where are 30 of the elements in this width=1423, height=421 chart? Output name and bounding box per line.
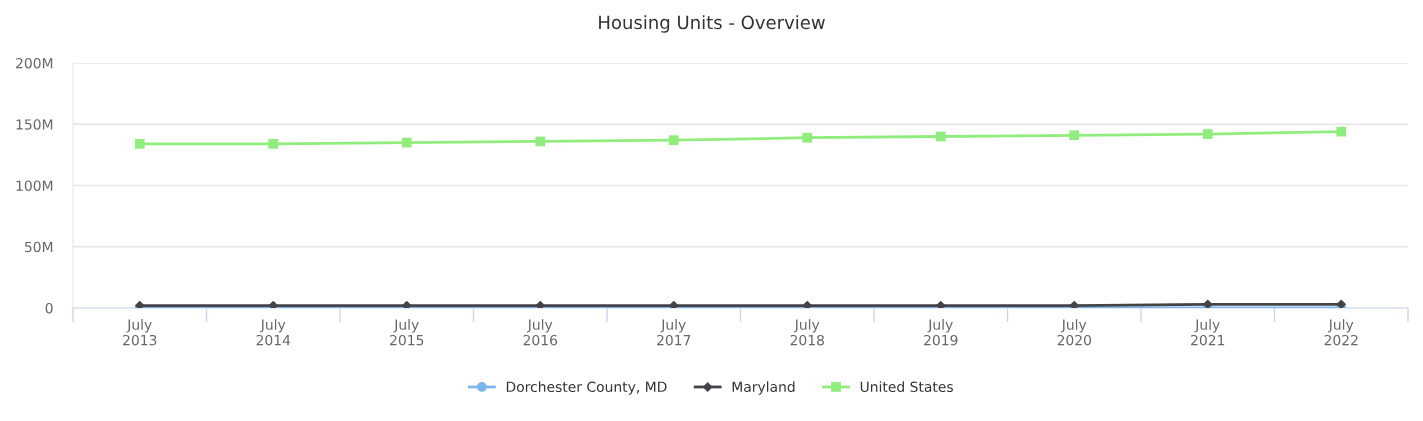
point: [535, 136, 546, 147]
point: [1202, 129, 1213, 139]
y-tick-label: 0: [45, 302, 53, 314]
x-tick-label: July 2018: [790, 319, 824, 346]
point: [1336, 299, 1347, 308]
point: [401, 137, 412, 148]
point: [668, 135, 679, 146]
x-tick-label: July 2019: [924, 319, 958, 346]
point: [268, 138, 279, 149]
legend-label: Maryland: [732, 381, 795, 395]
x-tick-label: July 2017: [657, 319, 691, 346]
point: [1336, 126, 1347, 137]
x-tick-label: July 2015: [390, 319, 424, 346]
x-tick-label: July 2022: [1324, 319, 1358, 346]
chart-title: Housing Units - Overview: [599, 15, 825, 33]
x-tick-label: July 2016: [523, 319, 558, 346]
y-tick-label: 100M: [16, 180, 53, 191]
point: [935, 131, 946, 142]
point: [134, 138, 145, 149]
y-tick-label: 150M: [16, 119, 53, 130]
x-tick-label: July 2021: [1191, 319, 1225, 346]
legend-label: Dorchester County, MD: [506, 381, 667, 395]
y-tick-label: 200M: [16, 57, 53, 69]
point: [802, 132, 813, 143]
x-tick-label: July 2020: [1057, 319, 1091, 346]
x-tick-label: July 2014: [256, 319, 291, 346]
x-tick-label: July 2013: [123, 319, 157, 346]
y-tick-label: 50M: [24, 241, 53, 253]
point: [1069, 130, 1080, 141]
legend-label: United States: [860, 381, 953, 393]
